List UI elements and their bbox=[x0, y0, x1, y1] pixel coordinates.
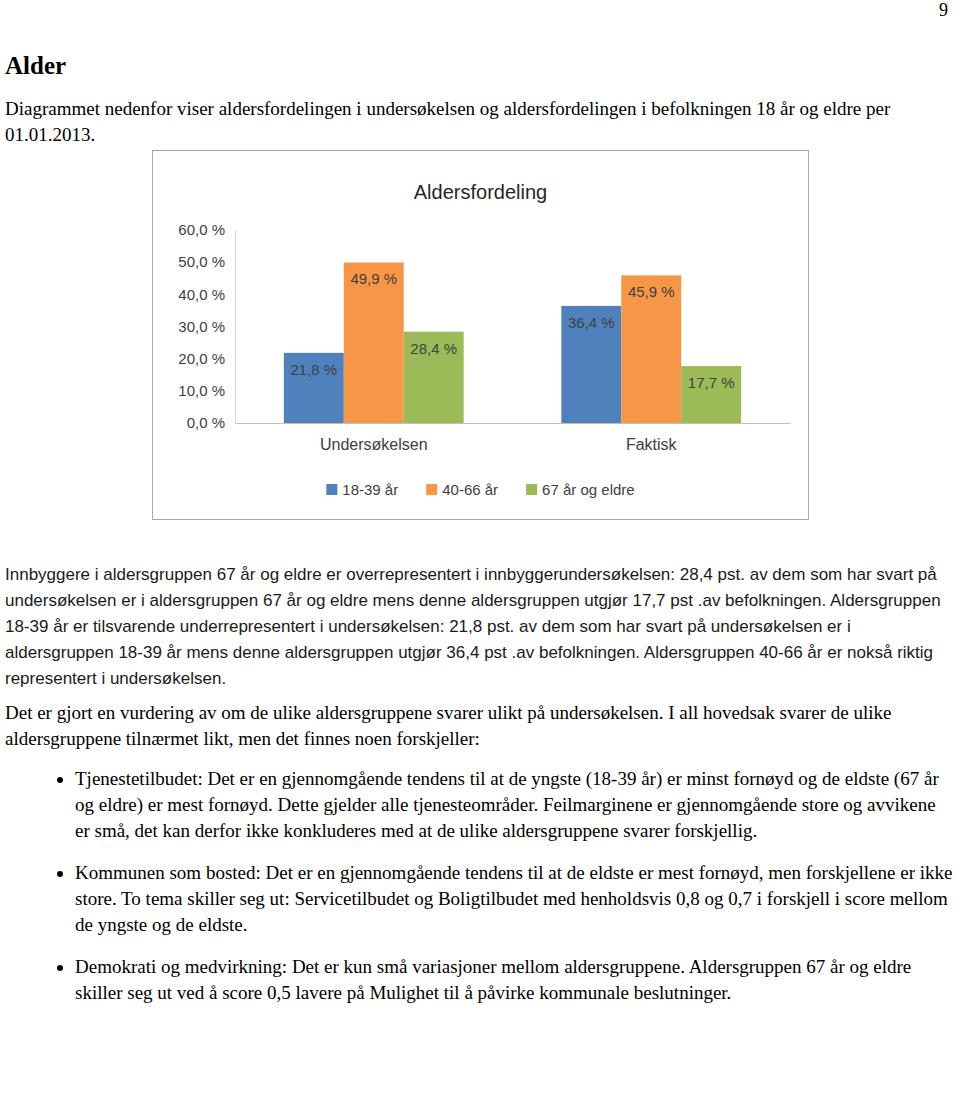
y-tick-label: 60,0 % bbox=[178, 221, 225, 238]
bars bbox=[284, 262, 741, 423]
bar bbox=[404, 332, 464, 423]
x-tick: Undersøkelsen bbox=[320, 423, 428, 453]
bullet: Demokrati og medvirkning: Det er kun små… bbox=[75, 954, 953, 1006]
chart-frame bbox=[153, 151, 809, 520]
paragraph: Det er gjort en vurdering av om de ulike… bbox=[5, 700, 953, 752]
chart: Aldersfordeling 0,0 % 10,0 % 20,0 % 30,0 % 40… bbox=[152, 150, 809, 520]
bullet: Kommunen som bosted: Det er en gjennomgå… bbox=[75, 860, 953, 938]
data-label: 45,9 % bbox=[628, 283, 675, 300]
data-label: 36,4 % bbox=[568, 314, 615, 331]
y-tick-label: 0,0 % bbox=[187, 414, 225, 431]
legend-label: 67 år og eldre bbox=[542, 481, 635, 498]
page-number: 9 bbox=[939, 0, 948, 21]
legend-swatch bbox=[326, 484, 337, 495]
bar bbox=[681, 366, 741, 423]
paragraph: Innbyggere i aldersgruppen 67 år og eldr… bbox=[5, 562, 953, 692]
data-label: 28,4 % bbox=[410, 340, 457, 357]
y-tick: 60,0 % bbox=[178, 221, 235, 238]
y-tick: 0,0 % bbox=[187, 414, 235, 431]
y-tick: 10,0 % bbox=[178, 382, 235, 399]
bullet-list: Tjenestetilbudet: Det er en gjennomgåend… bbox=[5, 766, 953, 1006]
legend-swatch bbox=[426, 484, 437, 495]
y-axis: 0,0 % 10,0 % 20,0 % 30,0 % 40,0 % 50,0 % 60,0 … bbox=[178, 221, 235, 431]
bar bbox=[561, 306, 621, 423]
x-tick: Faktisk bbox=[626, 423, 678, 453]
y-tick: 30,0 % bbox=[178, 318, 235, 335]
legend-swatch bbox=[526, 484, 537, 495]
y-tick: 50,0 % bbox=[178, 253, 235, 270]
bar bbox=[344, 262, 404, 423]
y-tick-label: 20,0 % bbox=[178, 350, 225, 367]
heading: Alder bbox=[5, 52, 66, 80]
y-tick-label: 50,0 % bbox=[178, 253, 225, 270]
bar bbox=[621, 275, 681, 423]
legend-item: 18-39 år bbox=[326, 481, 398, 498]
x-axis-line bbox=[236, 423, 791, 424]
x-tick-label: Undersøkelsen bbox=[320, 436, 428, 453]
y-tick-label: 30,0 % bbox=[178, 318, 225, 335]
legend-item: 67 år og eldre bbox=[526, 481, 635, 498]
text-body: Innbyggere i aldersgruppen 67 år og eldr… bbox=[5, 562, 953, 1022]
data-labels: 21,8 % 36,4 % 49,9 % 45,9 % 28,4 % 17,7 % bbox=[290, 270, 734, 391]
y-tick-label: 10,0 % bbox=[178, 382, 225, 399]
y-tick: 40,0 % bbox=[178, 286, 235, 303]
y-axis-line bbox=[235, 231, 236, 424]
bullet: Tjenestetilbudet: Det er en gjennomgåend… bbox=[75, 766, 953, 844]
data-label: 21,8 % bbox=[290, 361, 337, 378]
legend-item: 40-66 år bbox=[426, 481, 498, 498]
data-label: 17,7 % bbox=[688, 374, 735, 391]
intro: Diagrammet nedenfor viser aldersfordelin… bbox=[5, 96, 950, 148]
x-axis: Undersøkelsen Faktisk bbox=[236, 423, 791, 453]
y-tick-label: 40,0 % bbox=[178, 286, 225, 303]
legend-label: 40-66 år bbox=[442, 481, 498, 498]
x-tick-label: Faktisk bbox=[626, 436, 678, 453]
bar bbox=[284, 353, 344, 423]
data-label: 49,9 % bbox=[350, 270, 397, 287]
chart-title: Aldersfordeling bbox=[414, 181, 547, 203]
legend: 18-39 år 40-66 år 67 år og eldre bbox=[326, 481, 634, 498]
y-tick: 20,0 % bbox=[178, 350, 235, 367]
legend-label: 18-39 år bbox=[342, 481, 398, 498]
